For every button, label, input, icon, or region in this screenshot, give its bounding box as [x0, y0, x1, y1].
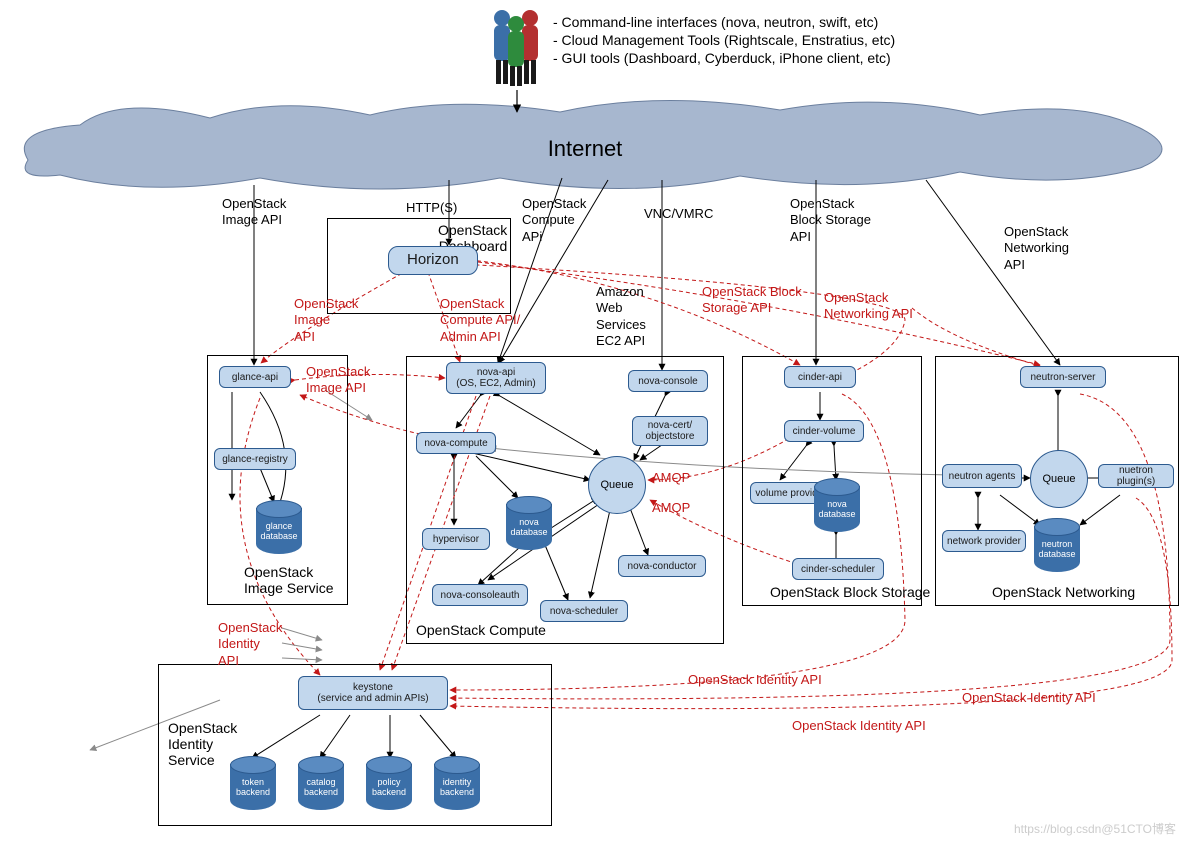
red-image-api: OpenStack Image API: [294, 296, 358, 345]
lbl-vnc: VNC/VMRC: [644, 206, 713, 222]
cyl-cinder-db: nova database: [814, 478, 860, 532]
red-amqp2: AMQP: [652, 500, 690, 516]
red-identity-api3: OpenStack Identity API: [962, 690, 1096, 706]
comp-cinder-api: cinder-api: [784, 366, 856, 388]
label-block: OpenStack Block Storage: [770, 584, 930, 600]
comp-nova-consoleauth: nova-consoleauth: [432, 584, 528, 606]
label-image-service: OpenStack Image Service: [244, 564, 333, 596]
svg-text:Internet: Internet: [548, 136, 623, 161]
comp-glance-registry: glance-registry: [214, 448, 296, 470]
comp-nova-cert: nova-cert/ objectstore: [632, 416, 708, 446]
watermark: https://blog.csdn@51CTO博客: [1014, 820, 1176, 837]
red-amqp1: AMQP: [652, 470, 690, 486]
comp-keystone: keystone (service and admin APIs): [298, 676, 448, 710]
label-identity: OpenStack Identity Service: [168, 720, 237, 768]
red-image-api2: OpenStack Image API: [306, 364, 370, 397]
comp-neutron-agents: neutron agents: [942, 464, 1022, 488]
comp-neutron-server: neutron-server: [1020, 366, 1106, 388]
red-identity-api4: OpenStack Identity API: [792, 718, 926, 734]
comp-nova-console: nova-console: [628, 370, 708, 392]
bullet-1: - Command-line interfaces (nova, neutron…: [553, 14, 878, 32]
red-compute-admin: OpenStack Compute API/ Admin API: [440, 296, 520, 345]
cyl-catalog: catalog backend: [298, 756, 344, 810]
comp-glance-api: glance-api: [219, 366, 291, 388]
bullet-2: - Cloud Management Tools (Rightscale, En…: [553, 32, 895, 50]
cyl-token: token backend: [230, 756, 276, 810]
comp-cinder-volume: cinder-volume: [784, 420, 864, 442]
cyl-policy: policy backend: [366, 756, 412, 810]
red-net-api: OpenStack Networking API: [824, 290, 913, 323]
cyl-glance-db: glance database: [256, 500, 302, 554]
queue-compute: Queue: [588, 456, 646, 514]
comp-nova-scheduler: nova-scheduler: [540, 600, 628, 622]
red-identity-api: OpenStack Identity API: [218, 620, 282, 669]
comp-horizon: Horizon: [388, 246, 478, 275]
comp-nova-api: nova-api (OS, EC2, Admin): [446, 362, 546, 394]
bullet-3: - GUI tools (Dashboard, Cyberduck, iPhon…: [553, 50, 891, 68]
comp-nova-conductor: nova-conductor: [618, 555, 706, 577]
comp-network-provider: network provider: [942, 530, 1026, 552]
lbl-block-api: OpenStack Block Storage API: [790, 196, 871, 245]
lbl-compute-api: OpenStack Compute APi: [522, 196, 586, 245]
cyl-identity: identity backend: [434, 756, 480, 810]
comp-nova-compute: nova-compute: [416, 432, 496, 454]
comp-neutron-plugins: nuetron plugin(s): [1098, 464, 1174, 488]
comp-hypervisor: hypervisor: [422, 528, 490, 550]
lbl-aws: Amazon Web Services EC2 API: [596, 284, 646, 349]
queue-network: Queue: [1030, 450, 1088, 508]
label-network: OpenStack Networking: [992, 584, 1135, 600]
cyl-nova-db: nova database: [506, 496, 552, 550]
lbl-net-api: OpenStack Networking API: [1004, 224, 1069, 273]
red-block-api: OpenStack Block Storage API: [702, 284, 802, 317]
cyl-neutron-db: neutron database: [1034, 518, 1080, 572]
label-compute: OpenStack Compute: [416, 622, 546, 638]
lbl-https: HTTP(S): [406, 200, 457, 216]
comp-cinder-scheduler: cinder-scheduler: [792, 558, 884, 580]
red-identity-api2: OpenStack Identity API: [688, 672, 822, 688]
lbl-image-api: OpenStack Image API: [222, 196, 286, 229]
